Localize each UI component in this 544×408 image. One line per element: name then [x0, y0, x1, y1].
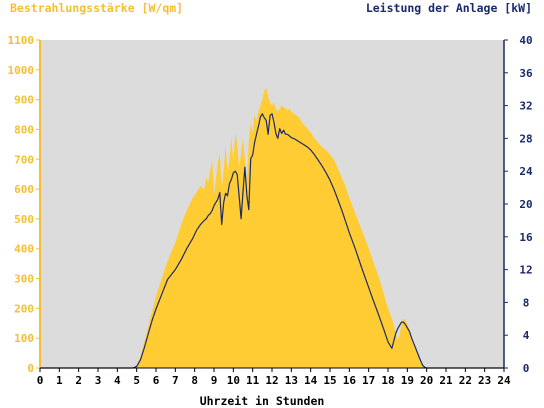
x-tick-label: 11: [246, 374, 260, 387]
power-line-path: [40, 113, 504, 369]
right-tick-label: 36: [519, 67, 533, 80]
right-tick-label: 40: [519, 34, 532, 47]
x-tick-label: 1: [56, 374, 63, 387]
x-tick-label: 8: [191, 374, 198, 387]
left-tick-label: 500: [14, 213, 34, 226]
x-tick-label: 9: [211, 374, 218, 387]
left-tick-label: 0: [27, 362, 34, 375]
x-tick-label: 22: [459, 374, 472, 387]
right-tick-label: 4: [523, 329, 530, 342]
x-tick-label: 15: [323, 374, 336, 387]
left-tick-label: 300: [14, 273, 34, 286]
x-tick-label: 20: [420, 374, 433, 387]
x-tick-label: 19: [401, 374, 414, 387]
left-tick-label: 700: [14, 153, 34, 166]
x-tick-label: 24: [497, 374, 511, 387]
power-line: [40, 113, 504, 369]
x-tick-label: 18: [381, 374, 394, 387]
axes: [36, 39, 508, 372]
right-tick-label: 28: [519, 132, 532, 145]
right-axis-title: Leistung der Anlage [kW]: [366, 1, 532, 15]
left-tick-label: 200: [14, 302, 34, 315]
right-tick-label: 8: [523, 296, 530, 309]
left-tick-label: 100: [14, 332, 34, 345]
left-tick-label: 400: [14, 243, 34, 256]
right-tick-label: 32: [519, 100, 532, 113]
x-tick-label: 17: [362, 374, 375, 387]
x-tick-label: 23: [478, 374, 491, 387]
tick-labels: 0100200300400500600700800900100011000481…: [8, 34, 533, 387]
left-tick-label: 900: [14, 94, 34, 107]
x-tick-label: 0: [37, 374, 44, 387]
x-tick-label: 13: [285, 374, 298, 387]
x-tick-label: 7: [172, 374, 179, 387]
x-tick-label: 5: [133, 374, 140, 387]
x-tick-label: 3: [95, 374, 102, 387]
left-tick-label: 600: [14, 183, 34, 196]
left-tick-label: 1100: [8, 34, 35, 47]
right-tick-label: 20: [519, 198, 532, 211]
right-tick-label: 0: [523, 362, 530, 375]
x-tick-label: 12: [265, 374, 278, 387]
irradiance-area-path: [40, 87, 504, 368]
x-axis-title: Uhrzeit in Stunden: [200, 394, 325, 408]
left-tick-label: 1000: [8, 64, 35, 77]
right-tick-label: 16: [519, 231, 533, 244]
x-tick-label: 6: [153, 374, 160, 387]
x-tick-label: 10: [227, 374, 240, 387]
irradiance-area: [40, 87, 504, 368]
left-axis-title: Bestrahlungsstärke [W/qm]: [10, 1, 183, 15]
left-tick-label: 800: [14, 123, 34, 136]
right-tick-label: 24: [519, 165, 533, 178]
x-tick-label: 2: [75, 374, 82, 387]
x-tick-label: 14: [304, 374, 318, 387]
x-tick-label: 4: [114, 374, 121, 387]
x-tick-label: 16: [343, 374, 357, 387]
right-tick-label: 12: [519, 264, 532, 277]
x-tick-label: 21: [439, 374, 453, 387]
